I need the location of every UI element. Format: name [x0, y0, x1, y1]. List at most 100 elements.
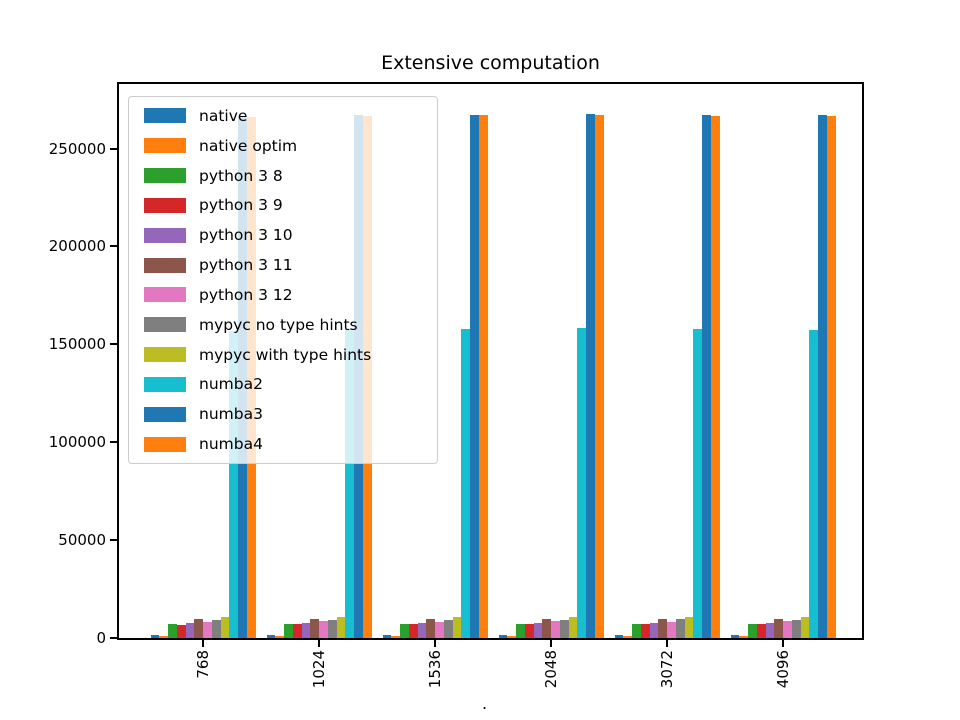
bar-python-3-9-1536 [408, 624, 418, 638]
y-tick-label: 150000 [48, 335, 106, 354]
y-tick-mark [110, 245, 117, 248]
bar-native-3072 [614, 635, 624, 638]
legend-label: python 3 9 [199, 196, 283, 215]
bar-native-optim-3072 [623, 636, 632, 638]
bar-numba4-3072 [710, 116, 720, 638]
bar-native-optim-4096 [739, 636, 748, 638]
chart-title: Extensive computation [381, 52, 600, 74]
bar-python-3-10-2048 [533, 622, 543, 638]
bar-mypyc-no-type-hints-2048 [559, 619, 569, 638]
legend-color-swatch-icon [144, 376, 186, 392]
legend-item: native optim [139, 131, 427, 161]
plot-area [117, 82, 864, 640]
bar-python-3-8-4096 [748, 623, 757, 638]
legend-color-swatch-icon [144, 287, 186, 303]
bar-python-3-8-1536 [400, 624, 409, 638]
bar-python-3-8-3072 [632, 624, 641, 638]
legend-item: python 3 9 [139, 190, 427, 220]
legend-label: numba3 [199, 405, 263, 424]
bar-python-3-10-1024 [301, 622, 311, 638]
x-tick-label: 768 [194, 650, 212, 679]
legend-item: numba4 [139, 429, 427, 459]
bar-python-3-9-4096 [756, 624, 766, 638]
bar-mypyc-with-type-hints-1536 [452, 616, 462, 638]
y-tick-label: 200000 [48, 237, 106, 256]
x-tick-mark [550, 640, 552, 647]
x-tick-label: 4096 [774, 650, 792, 689]
bar-mypyc-with-type-hints-3072 [684, 616, 694, 638]
legend-item: mypyc with type hints [139, 340, 427, 370]
bar-python-3-10-768 [185, 623, 195, 638]
legend-color-swatch-icon [144, 168, 186, 184]
y-tick-mark [110, 343, 117, 346]
x-tick-mark [318, 640, 320, 647]
legend-color-swatch-icon [144, 317, 186, 333]
legend-color-swatch-icon [144, 347, 186, 363]
xlabel-fragment: . [482, 694, 488, 713]
legend-color-swatch-icon [144, 197, 186, 213]
bar-python-3-9-2048 [524, 624, 534, 638]
legend-item: mypyc no type hints [139, 310, 427, 340]
legend-label: mypyc no type hints [199, 315, 358, 334]
bar-python-3-12-768 [203, 621, 212, 638]
bar-python-3-10-1536 [417, 622, 427, 638]
bar-mypyc-no-type-hints-4096 [791, 619, 801, 638]
bar-mypyc-no-type-hints-3072 [675, 619, 685, 638]
y-tick-label: 100000 [48, 433, 106, 452]
x-tick-mark [782, 640, 784, 647]
bar-native-optim-768 [159, 636, 168, 638]
legend-color-swatch-icon [144, 436, 186, 452]
legend-label: python 3 8 [199, 166, 283, 185]
bar-mypyc-with-type-hints-768 [220, 617, 230, 638]
bar-native-1024 [266, 635, 276, 638]
bar-native-2048 [498, 635, 508, 638]
x-tick-mark [202, 640, 204, 647]
bar-python-3-11-2048 [542, 619, 551, 638]
bar-python-3-12-1536 [435, 621, 444, 638]
legend-item: python 3 12 [139, 280, 427, 310]
bar-python-3-8-2048 [516, 623, 525, 638]
bar-mypyc-no-type-hints-1024 [327, 619, 337, 638]
legend: native native optim python 3 8 python 3 9 py… [128, 96, 438, 464]
legend-label: native optim [199, 136, 298, 155]
x-tick-label: 2048 [542, 650, 560, 689]
bar-native-optim-1536 [391, 636, 400, 638]
legend-label: mypyc with type hints [199, 345, 372, 364]
bar-native-768 [150, 635, 160, 638]
bar-python-3-12-4096 [783, 621, 792, 638]
legend-item: python 3 8 [139, 161, 427, 191]
bar-mypyc-with-type-hints-4096 [800, 616, 810, 638]
bar-python-3-11-4096 [774, 619, 783, 638]
legend-item: python 3 10 [139, 220, 427, 250]
legend-item: python 3 11 [139, 250, 427, 280]
bar-python-3-12-3072 [667, 621, 676, 638]
legend-color-swatch-icon [144, 108, 186, 124]
bar-numba3-2048 [586, 114, 595, 638]
bar-python-3-11-1536 [426, 619, 435, 638]
bar-native-optim-1024 [275, 636, 284, 638]
bar-numba4-4096 [826, 116, 836, 638]
y-tick-mark [110, 539, 117, 542]
y-tick-label: 250000 [48, 139, 106, 158]
y-tick-label: 0 [96, 629, 106, 647]
bar-numba2-768 [229, 330, 238, 638]
bar-python-3-8-768 [168, 624, 177, 638]
bar-python-3-11-1024 [310, 619, 319, 638]
bar-python-3-12-2048 [551, 621, 560, 638]
x-tick-label: 1024 [310, 650, 328, 689]
bar-numba4-2048 [594, 115, 604, 638]
x-tick-label: 1536 [426, 650, 444, 689]
bar-mypyc-no-type-hints-768 [211, 619, 221, 638]
bar-numba3-4096 [818, 115, 827, 638]
legend-label: python 3 10 [199, 226, 293, 245]
legend-label: numba4 [199, 435, 263, 454]
bar-python-3-9-768 [176, 624, 186, 638]
bar-numba2-2048 [577, 327, 586, 638]
x-tick-mark [666, 640, 668, 647]
bar-python-3-11-3072 [658, 619, 667, 638]
legend-item: numba3 [139, 399, 427, 429]
legend-label: python 3 11 [199, 256, 293, 275]
bar-numba2-1536 [461, 328, 470, 638]
